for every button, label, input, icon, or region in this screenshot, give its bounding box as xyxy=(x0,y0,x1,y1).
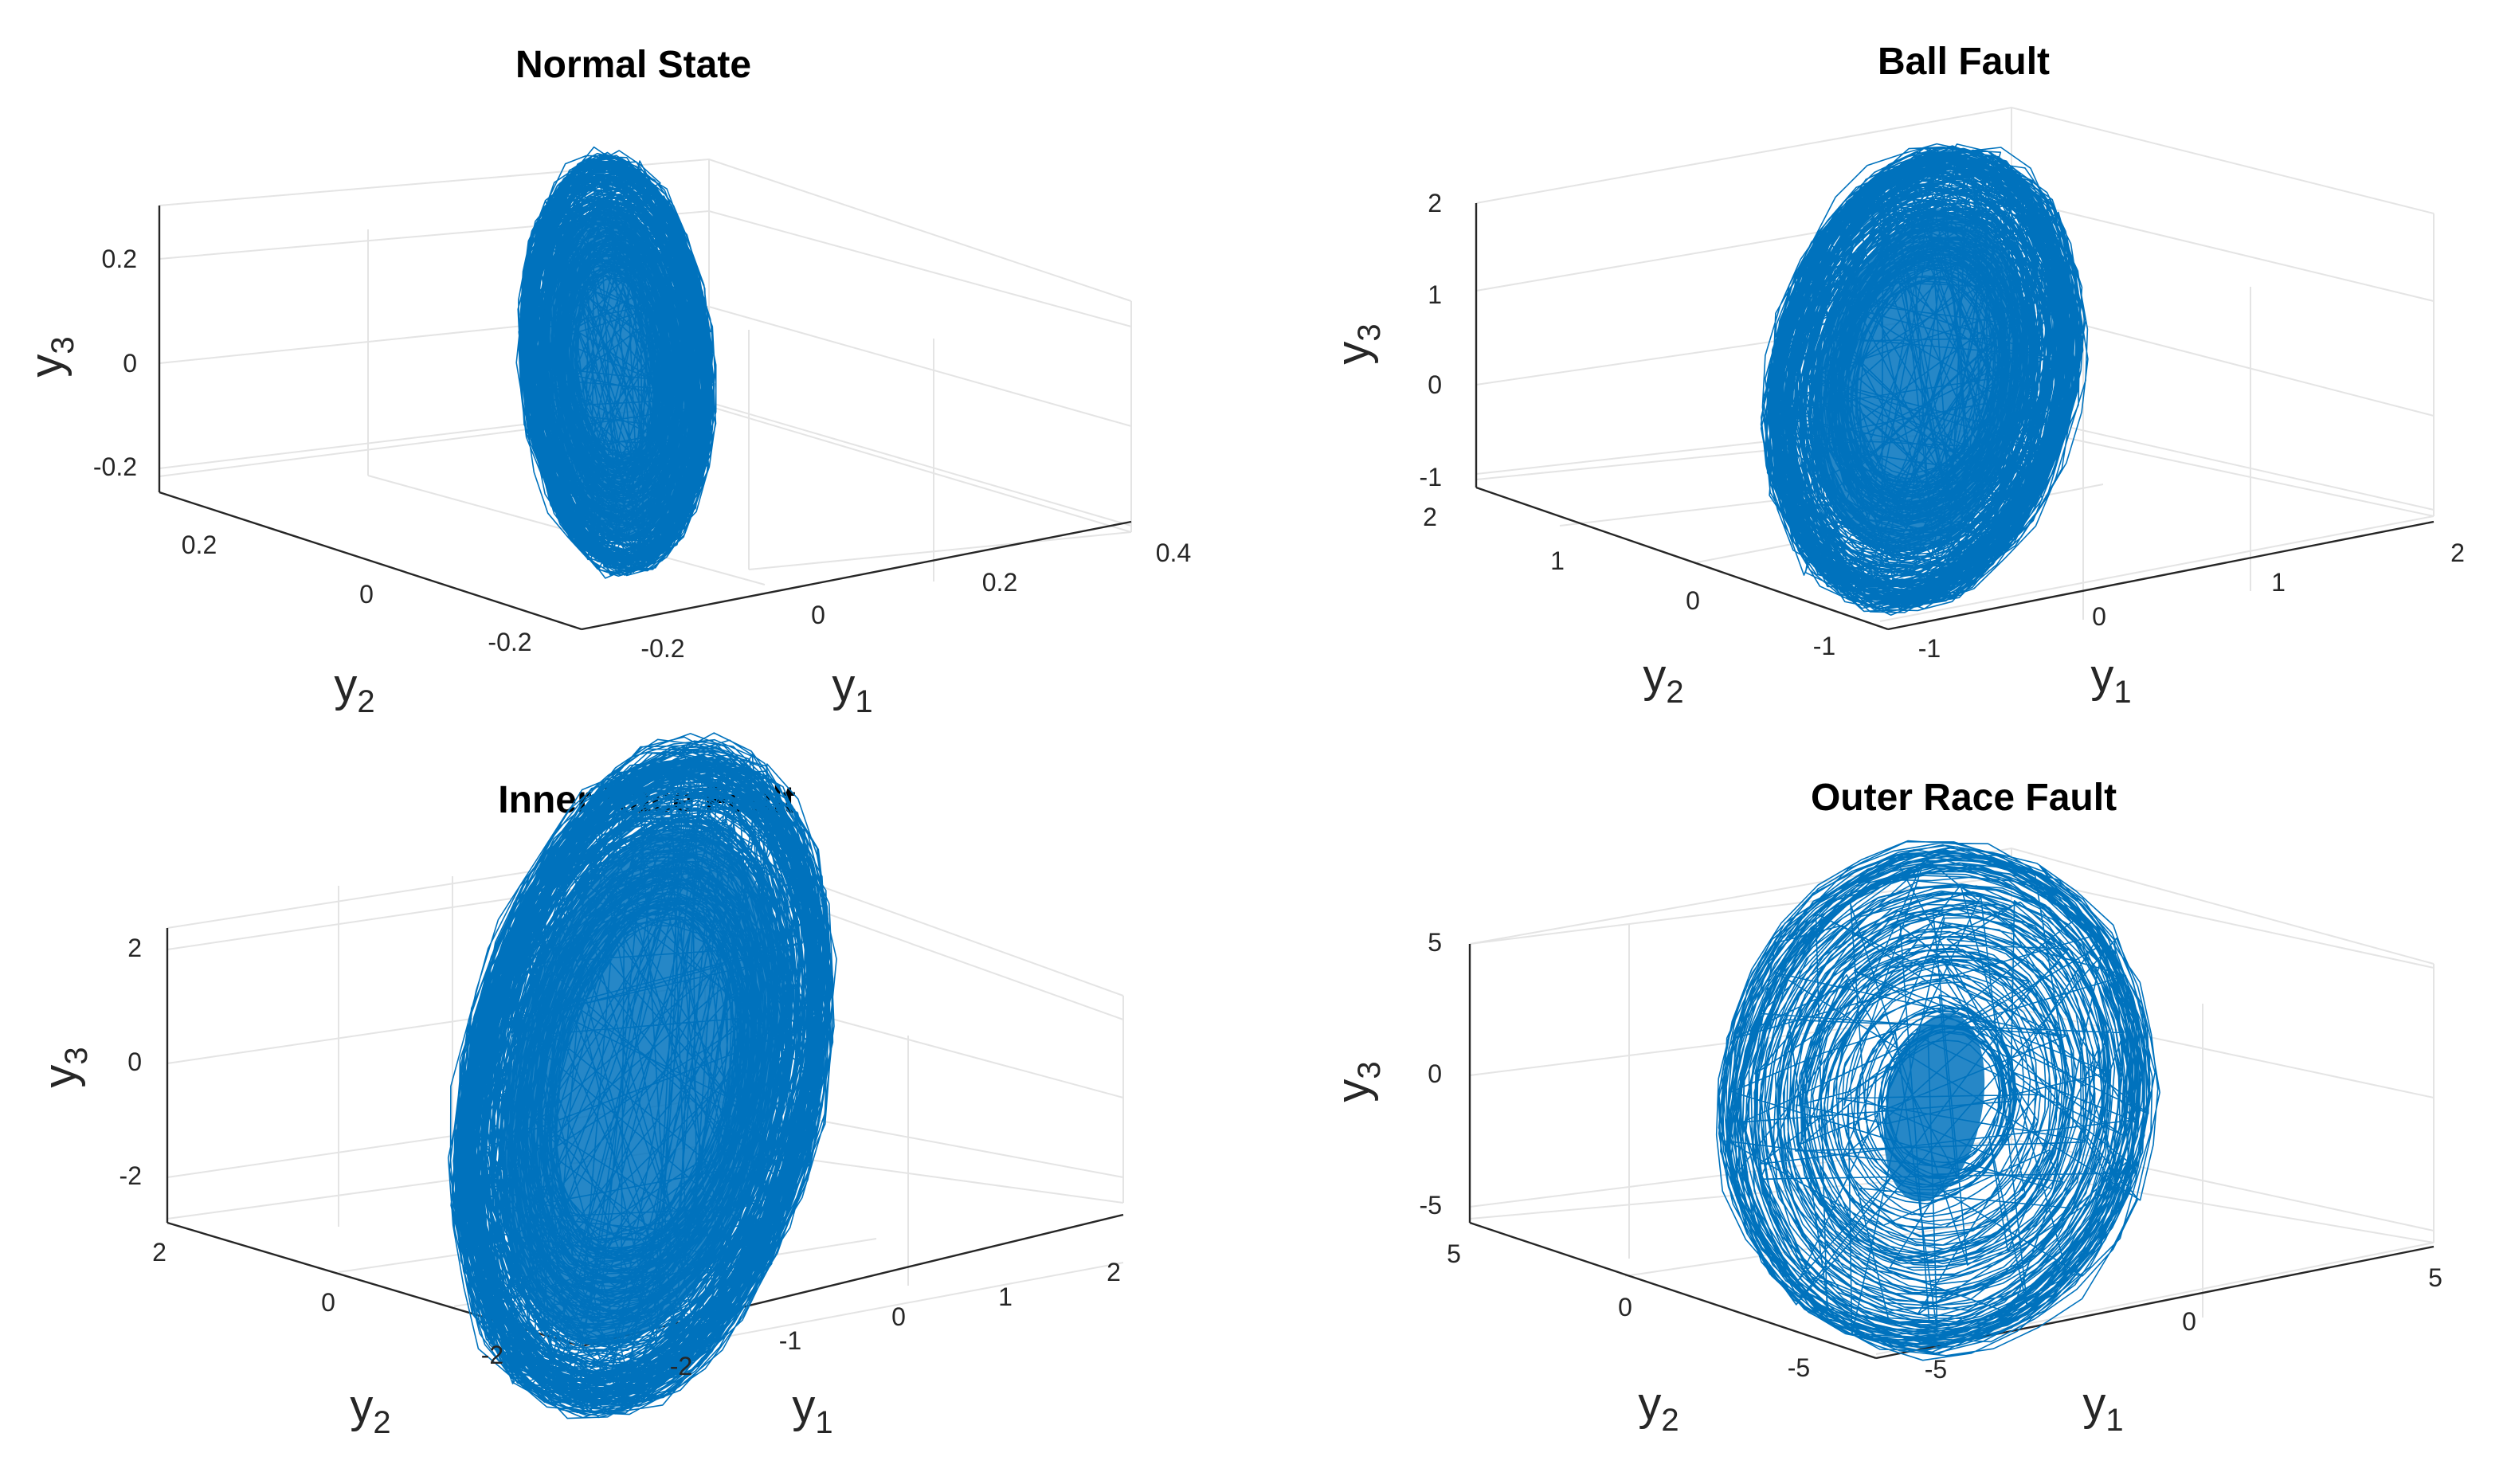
panel-title: Ball Fault xyxy=(1878,41,2050,83)
y3-axis-label: y3 xyxy=(1327,1061,1387,1102)
y1-ticks: -0.2 0 0.2 0.4 xyxy=(640,538,1191,663)
tick-label: -0.2 xyxy=(640,634,684,663)
tick-label: 0 xyxy=(2092,602,2106,631)
tick-label: 0.2 xyxy=(182,531,217,559)
panel-title: Outer Race Fault xyxy=(1811,777,2117,819)
phase-trajectory xyxy=(1715,840,2160,1361)
tick-label: 2 xyxy=(1423,503,1437,531)
tick-label: 1 xyxy=(1428,280,1442,309)
tick-label: 0 xyxy=(1428,1059,1442,1088)
tick-label: 0 xyxy=(123,349,137,378)
y1-axis-label: y1 xyxy=(2082,1378,2123,1438)
grid-z-back xyxy=(1469,1137,2435,1231)
y3-axis-label: y3 xyxy=(1327,323,1387,364)
tick-label: 2 xyxy=(127,934,142,962)
panel-inner-race-fault: Inner Race Fault 2 0 -2 xyxy=(34,732,1124,1440)
axes xyxy=(158,206,1132,631)
y1-axis xyxy=(581,520,1132,631)
grid-z-back xyxy=(159,209,1132,327)
axes xyxy=(1475,203,2435,631)
y3-ticks: 2 0 -2 xyxy=(119,934,142,1190)
y2-ticks: 2 0 -2 xyxy=(152,1238,503,1369)
tick-label: -1 xyxy=(1918,634,1941,663)
y1-ticks: -5 0 5 xyxy=(1925,1263,2442,1384)
y1-axis xyxy=(1887,520,2435,631)
grid-z-back xyxy=(1469,875,2435,969)
y1-axis-label: y1 xyxy=(792,1380,832,1440)
tick-label: 0 xyxy=(359,580,374,609)
tick-label: 1 xyxy=(998,1282,1013,1311)
tick-label: 0 xyxy=(2182,1307,2196,1336)
tick-label: 0.4 xyxy=(1156,538,1191,567)
panel-normal-state: Normal State 0.2 0 -0.2 0.2 xyxy=(21,44,1191,719)
panel-outer-race-fault: Outer Race Fault 5 0 -5 5 0 xyxy=(1327,777,2442,1438)
trajectory-dense-core xyxy=(1883,1012,1985,1202)
y2-ticks: 5 0 -5 xyxy=(1447,1239,1810,1382)
y3-ticks: 2 1 0 -1 xyxy=(1420,189,1442,491)
tick-label: 0 xyxy=(1686,586,1700,615)
grid-z-back xyxy=(1469,1006,2435,1098)
tick-label: 5 xyxy=(2428,1263,2442,1292)
grid-floor xyxy=(748,531,1132,570)
y2-axis-label: y2 xyxy=(334,660,374,719)
grid-floor xyxy=(704,1262,1124,1341)
tick-label: -0.2 xyxy=(93,452,137,481)
tick-label: -2 xyxy=(670,1352,692,1380)
y1-ticks: -1 0 1 2 xyxy=(1918,538,2465,663)
tick-label: 0 xyxy=(127,1047,142,1076)
y1-axis-label: y1 xyxy=(832,660,872,719)
grid-z-back xyxy=(159,305,1132,427)
trajectory-dense-core xyxy=(502,828,782,1346)
tick-label: 2 xyxy=(1428,189,1442,217)
tick-label: 0 xyxy=(1618,1293,1632,1322)
panel-title: Normal State xyxy=(515,44,751,86)
tick-label: 5 xyxy=(1447,1239,1461,1268)
y3-axis-label: y3 xyxy=(21,336,80,377)
tick-label: 5 xyxy=(1428,928,1442,957)
grid-floor xyxy=(1875,1242,2435,1355)
tick-label: 0 xyxy=(891,1302,906,1331)
trajectory-dense-core xyxy=(542,207,690,542)
y2-axis xyxy=(159,491,582,631)
tick-label: 2 xyxy=(1107,1258,1121,1286)
grid-floor xyxy=(1879,515,2435,622)
tick-label: -2 xyxy=(119,1161,142,1190)
y1-axis-label: y1 xyxy=(2090,650,2131,710)
tick-label: 2 xyxy=(2450,538,2465,567)
tick-label: -1 xyxy=(1420,463,1442,491)
tick-label: 0 xyxy=(811,601,825,629)
tick-label: -0.2 xyxy=(488,628,531,656)
y3-ticks: 0.2 0 -0.2 xyxy=(93,245,137,481)
y2-axis xyxy=(1475,486,1889,631)
y2-axis-label: y2 xyxy=(1643,650,1683,710)
tick-label: -5 xyxy=(1788,1353,1810,1382)
y2-ticks: 2 1 0 -1 xyxy=(1423,503,1835,660)
y2-ticks: 0.2 0 -0.2 xyxy=(182,531,532,656)
tick-label: 0.2 xyxy=(982,568,1017,597)
tick-label: -5 xyxy=(1925,1355,1947,1384)
y2-axis-label: y2 xyxy=(350,1380,390,1440)
panel-ball-fault: Ball Fault 2 1 0 -1 2 xyxy=(1327,41,2465,710)
tick-label: -5 xyxy=(1420,1191,1442,1220)
tick-label: 0 xyxy=(321,1288,335,1317)
y3-axis-label: y3 xyxy=(34,1047,94,1087)
y1-ticks: -2 -1 0 1 2 xyxy=(670,1258,1121,1380)
tick-label: 2 xyxy=(152,1238,166,1267)
y3-ticks: 5 0 -5 xyxy=(1420,928,1442,1220)
trajectory-dense-core xyxy=(1814,213,2029,552)
tick-label: 1 xyxy=(2271,568,2286,597)
tick-label: -2 xyxy=(481,1341,503,1369)
grid-back xyxy=(1469,847,2435,1355)
tick-label: 1 xyxy=(1550,546,1565,575)
tick-label: 0 xyxy=(1428,370,1442,399)
grid-floor xyxy=(1624,1218,2012,1277)
tick-label: 0.2 xyxy=(102,245,137,273)
tick-label: -1 xyxy=(1813,632,1835,660)
y2-axis-label: y2 xyxy=(1638,1378,1679,1438)
tick-label: -1 xyxy=(779,1326,801,1355)
y2-axis xyxy=(1469,1221,1877,1360)
